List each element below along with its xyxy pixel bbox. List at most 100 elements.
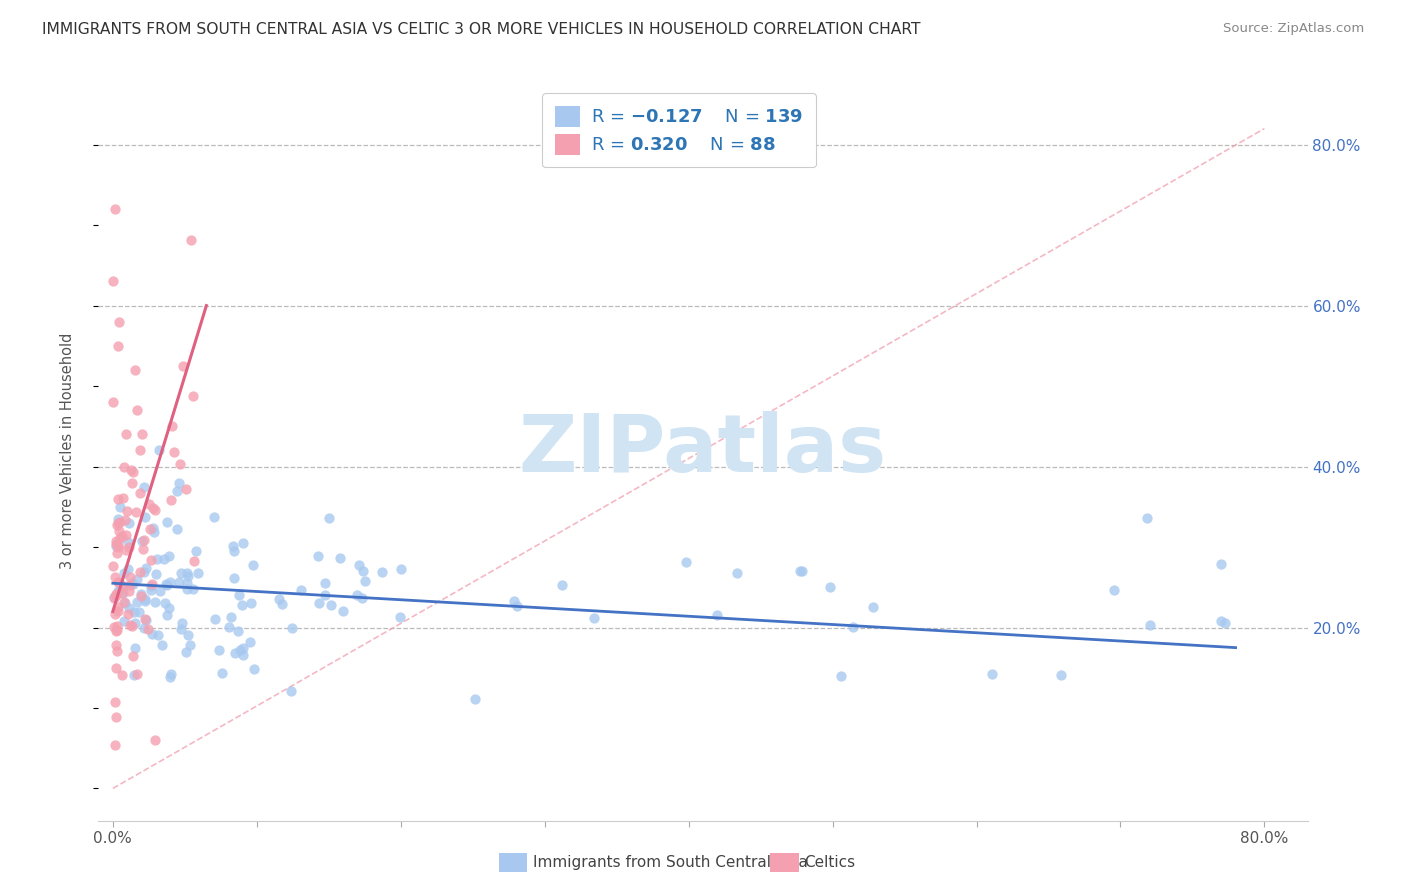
Point xyxy=(107,583,129,598)
Point xyxy=(136,622,159,636)
Point xyxy=(114,596,136,610)
Point xyxy=(242,662,264,676)
Point xyxy=(128,443,150,458)
Point xyxy=(218,620,240,634)
Point xyxy=(117,607,139,622)
Point xyxy=(103,558,125,573)
Point xyxy=(108,315,131,329)
Point xyxy=(103,590,125,604)
Point xyxy=(134,594,156,608)
Point xyxy=(120,570,142,584)
Text: Celtics: Celtics xyxy=(804,855,855,870)
Point xyxy=(242,558,264,573)
Point xyxy=(1209,614,1232,628)
Point xyxy=(112,579,135,593)
Point xyxy=(352,564,374,578)
Point xyxy=(107,619,129,633)
Point xyxy=(104,537,127,551)
Point xyxy=(118,601,141,615)
Point xyxy=(842,620,865,634)
Point xyxy=(183,389,205,403)
Point xyxy=(790,564,813,578)
Point xyxy=(1139,618,1161,632)
Point xyxy=(389,562,412,576)
Point xyxy=(830,669,852,683)
Point xyxy=(314,576,336,591)
Point xyxy=(156,607,179,622)
Point xyxy=(181,582,204,597)
Point xyxy=(183,554,205,568)
Point xyxy=(135,561,157,575)
Point xyxy=(103,620,125,634)
Point xyxy=(115,504,138,518)
Point xyxy=(160,493,183,508)
Point xyxy=(114,513,136,527)
Point xyxy=(222,544,245,558)
Point xyxy=(346,588,368,602)
Point xyxy=(142,525,165,540)
Point xyxy=(103,275,125,289)
Point xyxy=(107,524,129,538)
Point xyxy=(149,584,172,599)
Point xyxy=(166,522,188,536)
Point xyxy=(239,635,262,649)
Point xyxy=(307,549,329,564)
Point xyxy=(388,610,411,624)
Point xyxy=(139,579,162,593)
Point xyxy=(132,541,155,556)
Point xyxy=(105,710,128,724)
Point xyxy=(318,510,340,524)
Point xyxy=(104,570,127,584)
Point xyxy=(122,605,145,619)
Point xyxy=(112,595,135,609)
Point xyxy=(117,562,139,576)
Point xyxy=(332,604,354,618)
Point xyxy=(131,587,153,601)
Point xyxy=(107,540,129,554)
Point xyxy=(108,531,131,545)
Point xyxy=(132,622,155,636)
Point xyxy=(121,576,143,591)
Point xyxy=(143,595,166,609)
Point xyxy=(107,538,129,552)
Point xyxy=(464,691,486,706)
Point xyxy=(107,491,129,506)
Point xyxy=(551,578,574,592)
Point xyxy=(138,498,160,512)
Point xyxy=(129,589,152,603)
Point xyxy=(129,485,152,500)
Point xyxy=(108,576,131,591)
Point xyxy=(280,621,302,635)
Point xyxy=(222,571,245,585)
Point xyxy=(157,600,180,615)
Text: IMMIGRANTS FROM SOUTH CENTRAL ASIA VS CELTIC 3 OR MORE VEHICLES IN HOUSEHOLD COR: IMMIGRANTS FROM SOUTH CENTRAL ASIA VS CE… xyxy=(42,22,921,37)
Point xyxy=(129,566,152,580)
Point xyxy=(222,539,245,553)
Point xyxy=(134,592,156,607)
Point xyxy=(128,605,150,619)
Legend: R = $\mathbf{-0.127}$    N = $\mathbf{139}$, R = $\mathbf{0.320}$    N = $\mathb: R = $\mathbf{-0.127}$ N = $\mathbf{139}$… xyxy=(541,93,815,167)
Point xyxy=(105,539,128,553)
Point xyxy=(121,648,143,663)
Point xyxy=(104,589,127,603)
Point xyxy=(208,643,231,657)
Point xyxy=(141,553,163,567)
Point xyxy=(176,582,198,596)
Point xyxy=(107,600,129,615)
Point xyxy=(112,614,135,628)
Point xyxy=(132,565,155,579)
Point xyxy=(127,667,149,681)
Point xyxy=(675,555,697,569)
Point xyxy=(121,576,143,591)
Point xyxy=(138,522,160,536)
Point xyxy=(125,595,148,609)
Point xyxy=(204,612,226,626)
Point xyxy=(232,641,254,656)
Point xyxy=(105,534,128,549)
Point xyxy=(104,586,127,600)
Point xyxy=(143,503,166,517)
Point xyxy=(121,475,143,490)
Text: ZIPatlas: ZIPatlas xyxy=(519,411,887,490)
Point xyxy=(115,528,138,542)
Point xyxy=(226,624,249,638)
